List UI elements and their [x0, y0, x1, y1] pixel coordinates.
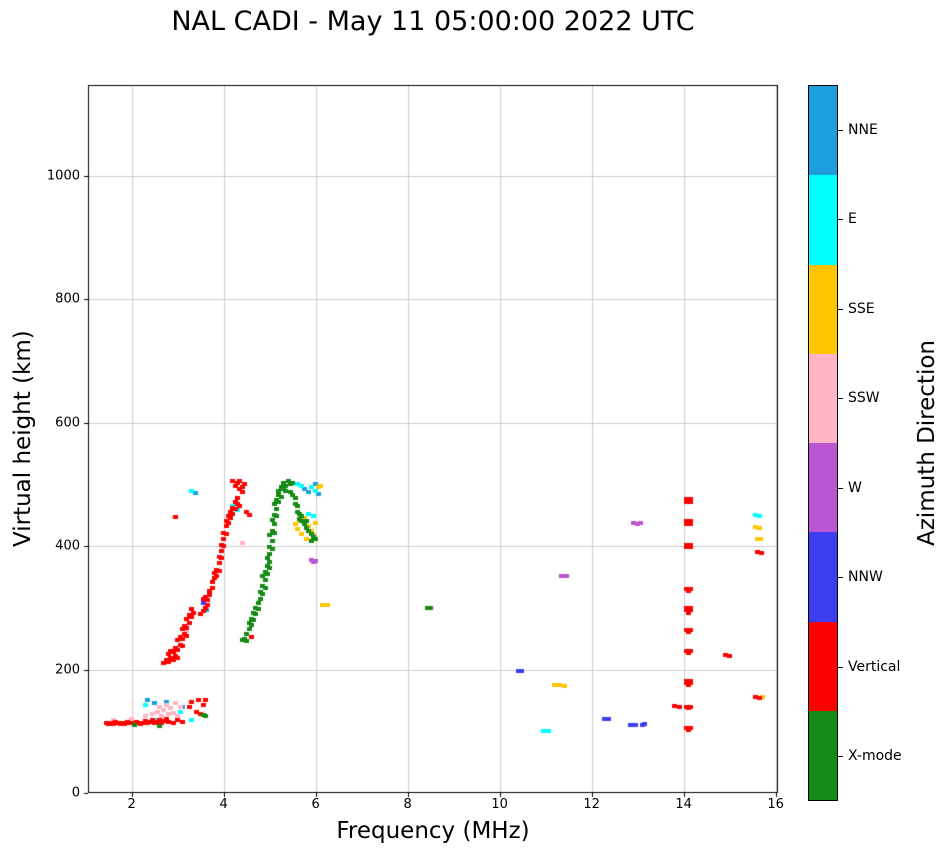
colorbar-segment-e	[809, 175, 837, 265]
colorbar-label-x-mode: X-mode	[848, 748, 902, 765]
y-tick-label: 600	[55, 415, 80, 431]
colorbar-segment-w	[809, 443, 837, 533]
x-tick-label: 8	[403, 797, 412, 812]
colorbar-label-sse: SSE	[848, 300, 875, 317]
colorbar-segment-sse	[809, 264, 837, 354]
y-tick-label: 200	[55, 662, 80, 678]
colorbar-tick	[838, 130, 843, 131]
colorbar-tick	[838, 219, 843, 220]
y-tick-label: 0	[71, 785, 80, 801]
colorbar-segment-nne	[809, 86, 837, 176]
colorbar-tick	[838, 309, 843, 310]
colorbar-tick	[838, 398, 843, 399]
chart-title: NAL CADI - May 11 05:00:00 2022 UTC	[171, 6, 695, 37]
x-tick-label: 10	[491, 797, 508, 812]
y-axis-label: Virtual height (km)	[10, 330, 36, 548]
colorbar-tick	[838, 756, 843, 757]
colorbar-label-ssw: SSW	[848, 390, 880, 407]
colorbar-tick	[838, 667, 843, 668]
colorbar-label-nne: NNE	[848, 121, 878, 138]
colorbar-tick	[838, 577, 843, 578]
colorbar-tick	[838, 488, 843, 489]
colorbar-segment-x-mode	[809, 710, 837, 800]
colorbar-segment-vertical	[809, 621, 837, 711]
x-tick-label: 4	[219, 797, 228, 812]
y-tick-label: 1000	[46, 168, 80, 184]
colorbar-title: Azimuth Direction	[914, 340, 940, 546]
x-axis-label: Frequency (MHz)	[336, 818, 530, 844]
colorbar-segment-ssw	[809, 353, 837, 443]
colorbar-label-vertical: Vertical	[848, 658, 901, 675]
x-tick-label: 12	[583, 797, 600, 812]
x-tick-label: 14	[675, 797, 692, 812]
x-tick-label: 2	[127, 797, 136, 812]
x-tick-label: 16	[767, 797, 784, 812]
colorbar-segment-nnw	[809, 532, 837, 622]
y-tick-label: 800	[55, 291, 80, 307]
y-tick-label: 400	[55, 538, 80, 554]
azimuth-colorbar	[808, 85, 838, 801]
colorbar-label-nnw: NNW	[848, 569, 883, 586]
colorbar-label-w: W	[848, 479, 862, 496]
x-tick-label: 6	[311, 797, 320, 812]
colorbar-label-e: E	[848, 211, 857, 228]
